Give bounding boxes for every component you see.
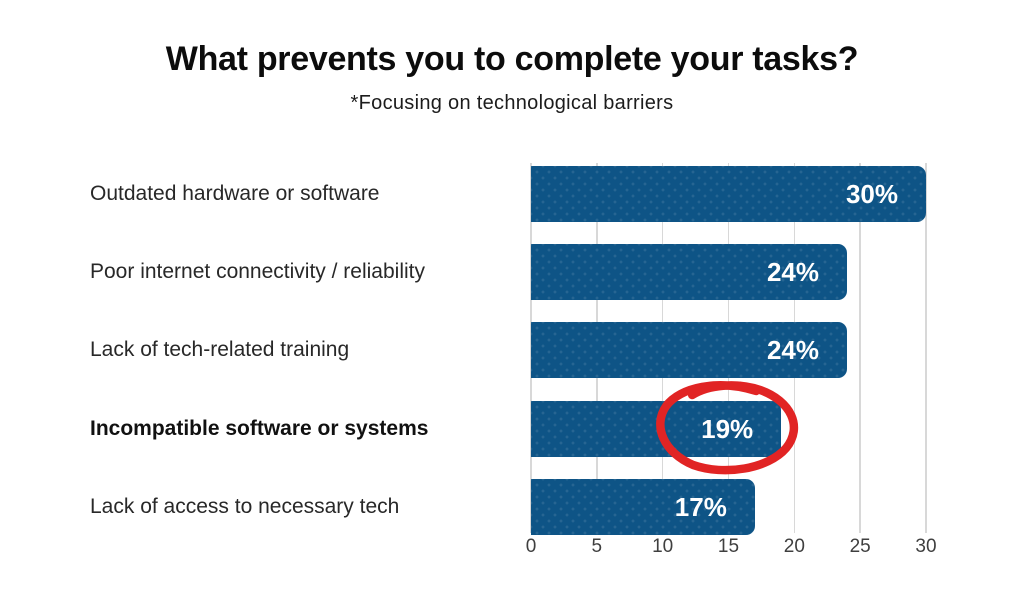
category-label: Outdated hardware or software	[90, 182, 380, 205]
x-tick-label: 0	[525, 536, 537, 557]
gridline-x-25	[859, 163, 861, 533]
bar-value-label: 24%	[766, 257, 819, 287]
bar: 24%	[531, 322, 847, 378]
bar-value-label: 19%	[701, 414, 754, 444]
gridline-x-30	[925, 163, 927, 533]
bar-value-label: 24%	[766, 335, 819, 365]
bar-value-label: 30%	[845, 179, 898, 209]
x-tick-label: 25	[849, 536, 871, 557]
x-tick-label: 10	[652, 536, 674, 557]
category-label: Incompatible software or systems	[90, 417, 429, 440]
category-label: Lack of access to necessary tech	[90, 495, 400, 518]
x-tick-label: 15	[717, 536, 740, 557]
chart-subtitle: *Focusing on technological barriers	[350, 92, 674, 114]
bar: 24%	[531, 244, 847, 300]
category-label: Lack of tech-related training	[90, 338, 350, 361]
x-tick-label: 30	[915, 536, 937, 557]
category-label: Poor internet connectivity / reliability	[90, 260, 425, 283]
bar: 19%	[531, 401, 782, 457]
bar-value-label: 17%	[674, 492, 727, 522]
bar: 30%	[531, 166, 926, 222]
bar: 17%	[531, 479, 755, 535]
x-tick-label: 5	[591, 536, 603, 557]
chart-title: What prevents you to complete your tasks…	[165, 40, 859, 78]
x-tick-label: 20	[783, 536, 805, 557]
